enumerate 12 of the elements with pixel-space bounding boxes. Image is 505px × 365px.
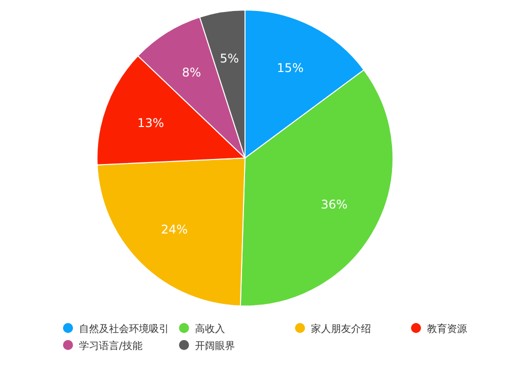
data-label: 36% xyxy=(320,198,348,212)
legend-label: 自然及社会环境吸引 xyxy=(79,323,169,335)
data-label: 15% xyxy=(276,61,304,76)
legend-label: 家人朋友介绍 xyxy=(311,323,371,335)
data-label: 5% xyxy=(220,52,239,66)
legend-label: 学习语言/技能 xyxy=(79,340,142,352)
legend-label: 教育资源 xyxy=(427,323,467,335)
legend-label: 高收入 xyxy=(195,323,225,335)
data-label: 13% xyxy=(137,116,164,130)
data-label: 8% xyxy=(182,66,202,80)
data-label: 24% xyxy=(161,222,188,237)
legend-label: 开阔眼界 xyxy=(195,340,235,352)
